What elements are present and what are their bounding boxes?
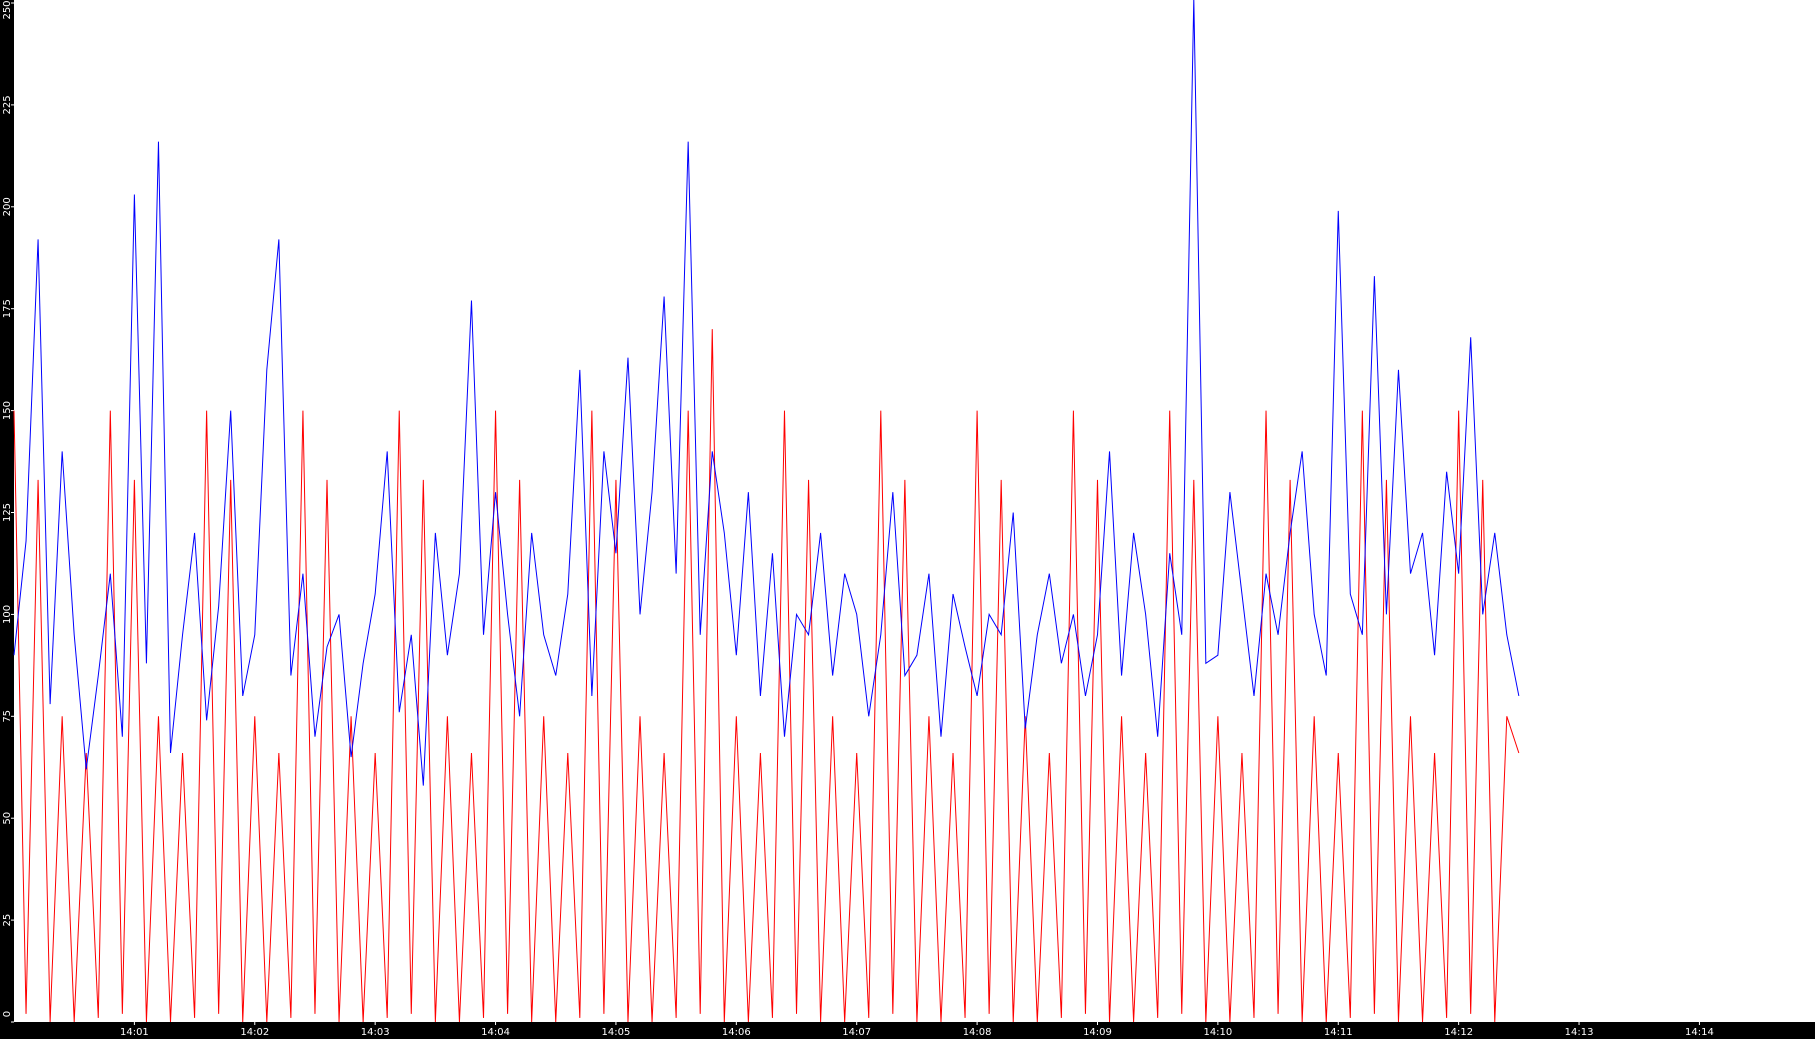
x-tick-label: 14:01 — [120, 1027, 149, 1038]
y-tick-label: 250 — [2, 0, 13, 19]
y-tick-label: 75 — [2, 710, 13, 723]
x-tick-label: 14:02 — [240, 1027, 269, 1038]
x-tick-label: 14:11 — [1324, 1027, 1353, 1038]
x-tick-label: 14:08 — [963, 1027, 992, 1038]
x-tick-label: 14:07 — [842, 1027, 871, 1038]
x-tick-label: 14:13 — [1565, 1027, 1594, 1038]
x-tick-label: 14:12 — [1444, 1027, 1473, 1038]
y-tick-label: 100 — [2, 605, 13, 624]
x-tick-label: 14:04 — [481, 1027, 510, 1038]
series-line — [13, 329, 1520, 1023]
y-axis-strip — [0, 0, 14, 1039]
series-line — [13, 0, 1520, 786]
x-tick-label: 14:06 — [722, 1027, 751, 1038]
x-tick-label: 14:14 — [1685, 1027, 1714, 1038]
y-tick-label: 150 — [2, 401, 13, 420]
y-tick-label: 225 — [2, 95, 13, 114]
x-tick-label: 14:03 — [361, 1027, 390, 1038]
y-tick-label: 25 — [2, 914, 13, 927]
x-tick-label: 14:05 — [602, 1027, 631, 1038]
y-tick-label: 175 — [2, 299, 13, 318]
y-tick-label: 200 — [2, 197, 13, 216]
x-axis-strip — [0, 1022, 1815, 1039]
y-tick-label: 0 — [2, 1011, 13, 1017]
x-tick-label: 14:09 — [1083, 1027, 1112, 1038]
y-tick-label: 125 — [2, 503, 13, 522]
y-tick-label: 50 — [2, 812, 13, 825]
x-tick-label: 14:10 — [1203, 1027, 1232, 1038]
